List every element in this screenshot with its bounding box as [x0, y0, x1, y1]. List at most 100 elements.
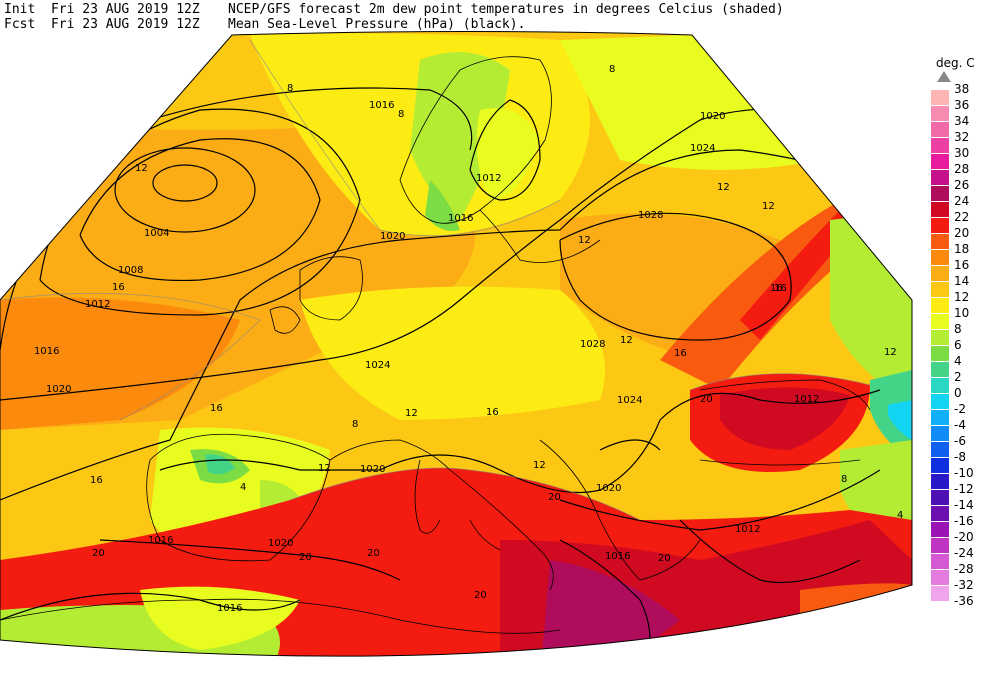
legend-label: 4 [954, 354, 962, 368]
dewpoint-label: 12 [578, 235, 591, 246]
isobar-label: 1004 [144, 228, 169, 239]
legend-label: -8 [954, 450, 966, 464]
legend-swatch [931, 538, 949, 553]
isobar-label: 1020 [360, 464, 385, 475]
dewpoint-label: 16 [486, 407, 499, 418]
init-line: Init Fri 23 AUG 2019 12Z [4, 2, 200, 18]
dewpoint-label: 12 [135, 163, 148, 174]
legend-swatch [931, 346, 949, 361]
legend-label: -20 [954, 530, 974, 544]
isobar-label: 1016 [369, 100, 394, 111]
legend-entry: -4 [925, 410, 995, 434]
legend-swatch [931, 282, 949, 297]
isobar-label: 1016 [34, 346, 59, 357]
legend-overflow-arrow-icon [937, 71, 951, 82]
legend-entry: -20 [925, 522, 995, 546]
dewpoint-labels: 8 8 8 12 12 12 16 16 12 16 12 16 12 20 1… [90, 64, 903, 601]
init-time: Fri 23 AUG 2019 12Z [50, 2, 200, 17]
dewpoint-label: 12 [762, 201, 775, 212]
isobar-label: 1008 [118, 265, 143, 276]
legend-swatch [931, 458, 949, 473]
fcst-time: Fri 23 AUG 2019 12Z [50, 17, 200, 32]
legend-entry: -16 [925, 506, 995, 530]
legend-entry: 32 [925, 122, 995, 146]
dewpoint-label: 20 [367, 548, 380, 559]
dewpoint-label: 20 [548, 492, 561, 503]
dewpoint-label: 8 [398, 109, 404, 120]
legend-swatch [931, 362, 949, 377]
legend-entry: -12 [925, 474, 995, 498]
map-frame [0, 31, 913, 657]
legend-entry: 2 [925, 362, 995, 386]
legend-swatch [931, 394, 949, 409]
fcst-label: Fcst [4, 17, 36, 32]
legend-entry: 4 [925, 346, 995, 370]
dewpoint-label: 4 [240, 482, 246, 493]
isobar-label: 1024 [617, 395, 642, 406]
dewpoint-label: 8 [609, 64, 615, 75]
legend-unit: deg. C [936, 56, 975, 70]
isobar-label: 1020 [380, 231, 405, 242]
coastlines [0, 56, 871, 634]
dewpoint-label: 16 [774, 283, 787, 294]
legend-label: 2 [954, 370, 962, 384]
dewpoint-label: 20 [92, 548, 105, 559]
legend-label: -36 [954, 594, 974, 608]
isobar-label: 1020 [700, 111, 725, 122]
legend-entry: 26 [925, 170, 995, 194]
legend-swatch [931, 234, 949, 249]
legend-label: 22 [954, 210, 970, 224]
dewpoint-label: 8 [287, 83, 293, 94]
dewpoint-label: 16 [674, 348, 687, 359]
legend-label: 16 [954, 258, 970, 272]
dewpoint-label: 20 [658, 553, 671, 564]
legend-entry: -32 [925, 570, 995, 594]
legend-label: -2 [954, 402, 966, 416]
map-title: NCEP/GFS forecast 2m dew point temperatu… [228, 2, 784, 17]
forecast-map: 1016 1020 1024 1012 1016 1028 1004 1008 … [0, 31, 913, 657]
legend-entry: 24 [925, 186, 995, 210]
legend-entry: 10 [925, 298, 995, 322]
isobar-label: 1016 [217, 603, 242, 614]
legend-entry: 22 [925, 202, 995, 226]
legend-entry: -14 [925, 490, 995, 514]
legend-swatch [931, 138, 949, 153]
legend-label: 20 [954, 226, 970, 240]
legend-entry: -2 [925, 394, 995, 418]
isobar-label: 1016 [448, 213, 473, 224]
legend-label: 14 [954, 274, 970, 288]
legend-entry: 16 [925, 250, 995, 274]
legend-swatch [931, 202, 949, 217]
legend-swatch [931, 570, 949, 585]
isobar-label: 1020 [46, 384, 71, 395]
legend-swatch [931, 490, 949, 505]
chart-header: Init Fri 23 AUG 2019 12Z Fcst Fri 23 AUG… [0, 0, 990, 34]
dewpoint-label: 12 [717, 182, 730, 193]
legend-swatch [931, 426, 949, 441]
legend-label: -32 [954, 578, 974, 592]
dewpoint-label: 20 [474, 590, 487, 601]
dewpoint-label: 16 [112, 282, 125, 293]
legend-swatch [931, 218, 949, 233]
legend-swatch [931, 474, 949, 489]
init-label: Init [4, 2, 36, 17]
dewpoint-label: 12 [533, 460, 546, 471]
legend-swatch [931, 250, 949, 265]
legend-swatch [931, 266, 949, 281]
legend-entry: -24 [925, 538, 995, 562]
isobar-label: 1016 [148, 535, 173, 546]
legend-label: -10 [954, 466, 974, 480]
legend-label: 18 [954, 242, 970, 256]
legend-swatch [931, 506, 949, 521]
legend-swatch [931, 378, 949, 393]
legend-label: -6 [954, 434, 966, 448]
legend-entry: -6 [925, 426, 995, 450]
legend-label: -24 [954, 546, 974, 560]
legend-entry: 34 [925, 106, 995, 130]
isobar-label: 1028 [580, 339, 605, 350]
dewpoint-label: 20 [299, 552, 312, 563]
legend-label: 34 [954, 114, 970, 128]
isobar-label: 1012 [735, 524, 760, 535]
legend-label: 10 [954, 306, 970, 320]
legend-label: 30 [954, 146, 970, 160]
